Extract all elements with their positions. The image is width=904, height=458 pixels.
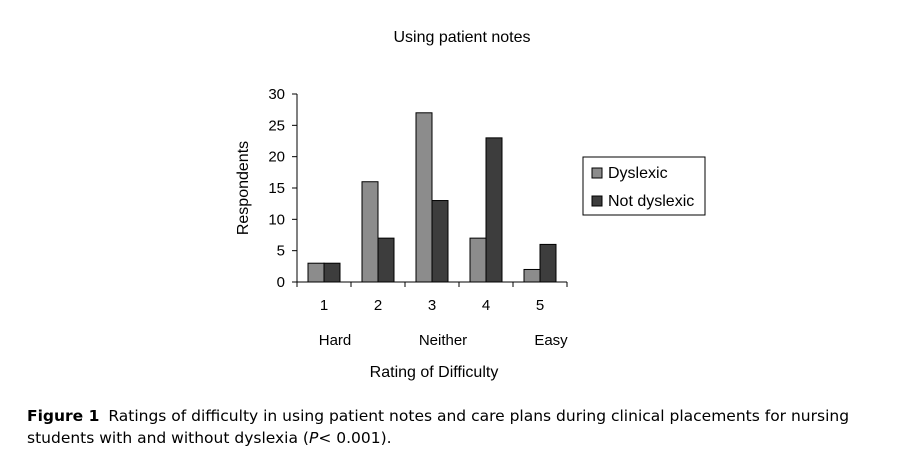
bar-dyslexic-3 [415, 112, 433, 283]
x-tick-label: 2 [374, 297, 382, 314]
bar-dyslexic-4 [469, 237, 487, 283]
figure-label: Figure 1 [27, 407, 100, 425]
y-tick-label: 25 [268, 117, 285, 134]
figure-caption: Figure 1 Ratings of difficulty in using … [27, 405, 897, 449]
bar-not-dyslexic-5 [539, 243, 557, 283]
x-axis-label: Rating of Difficulty [370, 364, 499, 381]
caption-p-value: < 0.001). [318, 429, 392, 447]
bar-chart: Using patient notes 0 5 10 15 20 25 30 1 Hard 2 3… [235, 29, 706, 381]
y-tick-label: 15 [268, 180, 285, 197]
y-axis: 0 5 10 15 20 25 30 [268, 86, 298, 291]
legend-label: Dyslexic [608, 165, 668, 182]
chart-title: Using patient notes [394, 29, 531, 46]
legend: Dyslexic Not dyslexic [582, 156, 706, 216]
x-tick-label: 4 [482, 297, 490, 314]
caption-p-symbol: P [308, 429, 319, 447]
legend-box [582, 156, 706, 216]
bar-not-dyslexic-2 [377, 237, 395, 283]
bar-dyslexic-2 [361, 181, 379, 283]
bar-not-dyslexic-3 [431, 200, 449, 283]
x-category-descriptor: Hard [319, 332, 352, 349]
y-tick-label: 10 [268, 211, 285, 228]
bar-dyslexic-1 [307, 262, 325, 283]
y-axis-label: Respondents [235, 141, 252, 235]
x-tick-label: 5 [536, 297, 544, 314]
x-category-descriptor: Neither [419, 332, 467, 349]
bar-dyslexic-5 [523, 268, 541, 283]
bar-not-dyslexic-4 [485, 137, 503, 283]
bar-not-dyslexic-1 [323, 262, 341, 283]
y-tick-label: 0 [277, 274, 285, 291]
x-axis: 1 Hard 2 3 Neither 4 5 Easy [296, 281, 568, 349]
legend-swatch [591, 167, 603, 179]
y-tick-label: 5 [277, 243, 285, 260]
legend-swatch [591, 195, 603, 207]
legend-label: Not dyslexic [608, 193, 694, 210]
y-tick-label: 20 [268, 149, 285, 166]
x-tick-label: 3 [428, 297, 436, 314]
caption-text: Ratings of difficulty in using patient n… [27, 407, 850, 447]
x-category-descriptor: Easy [534, 332, 568, 349]
x-tick-label: 1 [320, 297, 328, 314]
bars [307, 112, 557, 283]
y-tick-label: 30 [268, 86, 285, 103]
